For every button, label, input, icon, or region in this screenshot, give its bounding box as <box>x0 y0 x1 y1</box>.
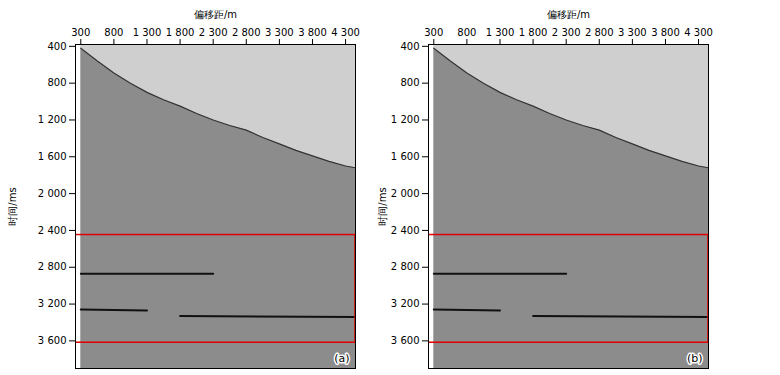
svg-text:偏移距/m: 偏移距/m <box>547 9 590 20</box>
svg-text:1 300: 1 300 <box>133 27 162 38</box>
svg-text:2 400: 2 400 <box>38 225 67 236</box>
svg-text:300: 300 <box>71 27 90 38</box>
svg-text:1 200: 1 200 <box>391 114 420 125</box>
svg-text:2 800: 2 800 <box>232 27 261 38</box>
svg-text:1 300: 1 300 <box>486 27 515 38</box>
svg-text:1 200: 1 200 <box>38 114 67 125</box>
svg-text:300: 300 <box>424 27 443 38</box>
svg-text:3 800: 3 800 <box>651 27 680 38</box>
svg-text:800: 800 <box>400 77 419 88</box>
svg-text:400: 400 <box>400 41 419 52</box>
svg-text:2 300: 2 300 <box>552 27 581 38</box>
svg-text:(b): (b) <box>687 352 703 365</box>
svg-text:3 800: 3 800 <box>298 27 327 38</box>
svg-text:3 600: 3 600 <box>38 335 67 346</box>
svg-text:2 000: 2 000 <box>391 188 420 199</box>
svg-text:3 300: 3 300 <box>265 27 294 38</box>
svg-text:800: 800 <box>457 27 476 38</box>
svg-text:400: 400 <box>47 41 66 52</box>
svg-text:4 300: 4 300 <box>684 27 713 38</box>
svg-text:偏移距/m: 偏移距/m <box>194 9 237 20</box>
svg-text:3 200: 3 200 <box>391 298 420 309</box>
svg-text:2 400: 2 400 <box>391 225 420 236</box>
svg-text:2 000: 2 000 <box>38 188 67 199</box>
svg-text:800: 800 <box>47 77 66 88</box>
svg-text:时间/ms: 时间/ms <box>7 187 18 225</box>
svg-text:3 200: 3 200 <box>38 298 67 309</box>
svg-text:2 800: 2 800 <box>38 261 67 272</box>
svg-text:1 600: 1 600 <box>38 151 67 162</box>
svg-text:3 600: 3 600 <box>391 335 420 346</box>
svg-text:1 800: 1 800 <box>166 27 195 38</box>
svg-text:3 300: 3 300 <box>618 27 647 38</box>
svg-text:1 800: 1 800 <box>519 27 548 38</box>
svg-text:(a): (a) <box>334 352 349 365</box>
svg-text:800: 800 <box>104 27 123 38</box>
svg-text:2 300: 2 300 <box>199 27 228 38</box>
svg-text:4 300: 4 300 <box>331 27 360 38</box>
svg-text:1 600: 1 600 <box>391 151 420 162</box>
svg-text:2 800: 2 800 <box>391 261 420 272</box>
svg-text:时间/ms: 时间/ms <box>377 187 388 225</box>
svg-text:2 800: 2 800 <box>585 27 614 38</box>
